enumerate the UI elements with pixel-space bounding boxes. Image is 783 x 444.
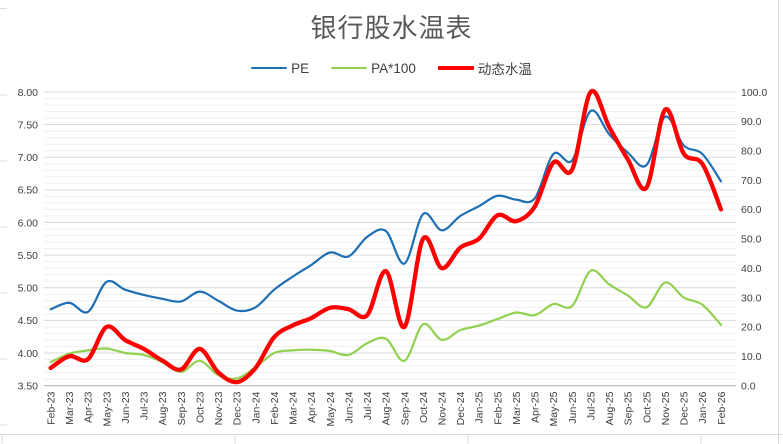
right-axis-tick-label: 100.0 — [741, 87, 767, 99]
x-axis-tick-label: May-24 — [325, 391, 337, 426]
right-axis-tick-label: 0.0 — [741, 380, 756, 392]
x-axis-tick-label: Feb-26 — [716, 391, 728, 424]
right-axis-tick-label: 90.0 — [741, 116, 762, 128]
x-axis-tick-label: Aug-23 — [157, 391, 169, 425]
x-axis-tick-label: Nov-23 — [213, 391, 225, 425]
x-axis-tick-label: Apr-23 — [83, 391, 95, 423]
x-axis-tick-label: Apr-25 — [530, 391, 542, 423]
legend-item-pa100: PA*100 — [331, 61, 416, 76]
series-pa100-line — [49, 269, 723, 380]
x-axis-tick-label: Dec-24 — [455, 391, 467, 425]
x-axis-tick-label: Jan-24 — [250, 391, 262, 423]
left-axis-tick-label: 6.00 — [18, 217, 39, 229]
x-axis-tick-label: Aug-25 — [604, 391, 616, 425]
left-axis-tick-label: 5.50 — [18, 250, 39, 262]
x-axis-tick-label: Mar-24 — [288, 391, 300, 424]
x-axis-tick-label: Aug-24 — [381, 391, 393, 425]
right-axis-tick-label: 50.0 — [741, 234, 762, 246]
right-axis-tick-label: 80.0 — [741, 146, 762, 158]
x-axis-tick-label: Jun-25 — [567, 391, 579, 423]
chart-legend: PE PA*100 动态水温 — [0, 58, 783, 78]
pe-line-swatch-icon — [251, 66, 288, 70]
x-axis-tick-label: Feb-23 — [46, 391, 58, 424]
x-axis-tick-label: Nov-24 — [437, 391, 449, 425]
chart-title: 银行股水温表 — [310, 13, 473, 43]
x-axis-tick-label: May-25 — [548, 391, 560, 426]
x-axis-tick-label: Jun-23 — [120, 391, 132, 423]
left-axis-tick-label: 7.50 — [18, 119, 39, 131]
x-axis-tick-label: Jan-25 — [474, 391, 486, 423]
x-axis-tick-label: Mar-23 — [64, 391, 76, 424]
x-axis-tick-label: Sep-23 — [176, 391, 188, 425]
legend-label-pa100: PA*100 — [371, 60, 416, 76]
x-axis-tick-label: Oct-24 — [418, 391, 430, 423]
left-axis-tick-label: 4.50 — [18, 315, 39, 327]
right-axis-tick-label: 40.0 — [741, 263, 762, 275]
x-axis-tick-label: Mar-25 — [511, 391, 523, 424]
x-axis-tick-label: Jul-25 — [585, 391, 597, 420]
right-axis-tick-label: 70.0 — [741, 175, 762, 187]
x-axis-tick-label: Sep-24 — [399, 391, 411, 425]
legend-item-dongtai: 动态水温 — [437, 58, 532, 78]
legend-label-dongtai: 动态水温 — [477, 62, 532, 77]
x-axis-tick-label: Oct-25 — [641, 391, 653, 423]
x-axis-tick-label: Feb-25 — [492, 391, 504, 424]
right-axis-tick-label: 30.0 — [741, 292, 762, 304]
x-axis-tick-label: Jan-26 — [697, 391, 709, 423]
x-axis-tick-label: Feb-24 — [269, 391, 281, 424]
x-axis-tick-label: Dec-23 — [232, 391, 244, 425]
right-axis-tick-label: 10.0 — [741, 351, 762, 363]
left-axis-tick-label: 7.00 — [18, 152, 39, 164]
series-dongtai-line — [48, 88, 724, 385]
x-axis-tick-label: Jul-23 — [139, 391, 151, 420]
legend-item-pe: PE — [251, 61, 309, 76]
x-axis-tick-label: May-23 — [101, 391, 113, 426]
x-axis-tick-label: Jun-24 — [343, 391, 355, 423]
left-axis-tick-label: 3.50 — [18, 380, 39, 392]
dongtai-line-swatch-icon — [437, 65, 474, 71]
x-axis-tick-label: Nov-25 — [660, 391, 672, 425]
x-axis-tick-label: Apr-24 — [306, 391, 318, 423]
legend-label-pe: PE — [291, 60, 310, 76]
right-axis-tick-label: 60.0 — [741, 204, 762, 216]
right-axis-tick-label: 20.0 — [741, 322, 762, 334]
x-axis-tick-label: Sep-25 — [623, 391, 635, 425]
pa100-line-swatch-icon — [331, 66, 368, 70]
series-pe-line — [49, 109, 723, 314]
left-axis-tick-label: 6.50 — [18, 185, 39, 197]
left-axis-tick-label: 8.00 — [18, 87, 39, 99]
x-axis-tick-label: Jul-24 — [362, 391, 374, 420]
x-axis-tick-label: Oct-23 — [194, 391, 206, 423]
left-axis-tick-label: 5.00 — [18, 283, 39, 295]
x-axis-tick-label: Dec-25 — [679, 391, 691, 425]
left-axis-tick-label: 4.00 — [18, 348, 39, 360]
